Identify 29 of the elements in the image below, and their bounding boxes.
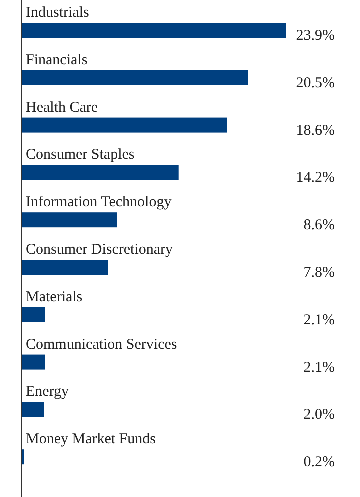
data-label: 2.1% [304, 312, 335, 328]
data-label: 8.6% [304, 218, 335, 234]
bar [22, 118, 228, 133]
y-tick-label: Consumer Staples [26, 147, 135, 164]
y-tick-label: Communication Services [26, 336, 178, 353]
data-label: 7.8% [304, 265, 335, 281]
bar [22, 307, 46, 322]
data-label: 2.1% [304, 360, 335, 376]
data-label: 18.6% [296, 122, 335, 139]
y-tick-label: Health Care [26, 100, 98, 116]
data-label: 20.5% [296, 75, 335, 92]
data-label: 23.9% [296, 28, 335, 44]
bar [22, 70, 248, 86]
data-label: 2.0% [304, 407, 335, 424]
y-tick-label: Money Market Funds [26, 432, 156, 448]
y-tick-label: Industrials [26, 5, 90, 21]
y-tick-label: Information Technology [26, 194, 172, 211]
y-tick-label: Materials [26, 289, 83, 306]
y-tick-label: Financials [26, 52, 88, 68]
bar [22, 260, 108, 275]
bar [22, 165, 179, 180]
bar [22, 402, 44, 418]
data-label: 0.2% [304, 454, 335, 471]
bar [22, 354, 46, 370]
y-tick-label: Consumer Discretionary [26, 242, 174, 258]
y-tick-label: Energy [26, 384, 70, 400]
data-label: 14.2% [296, 170, 335, 186]
bar [22, 212, 117, 228]
bar [22, 23, 286, 38]
